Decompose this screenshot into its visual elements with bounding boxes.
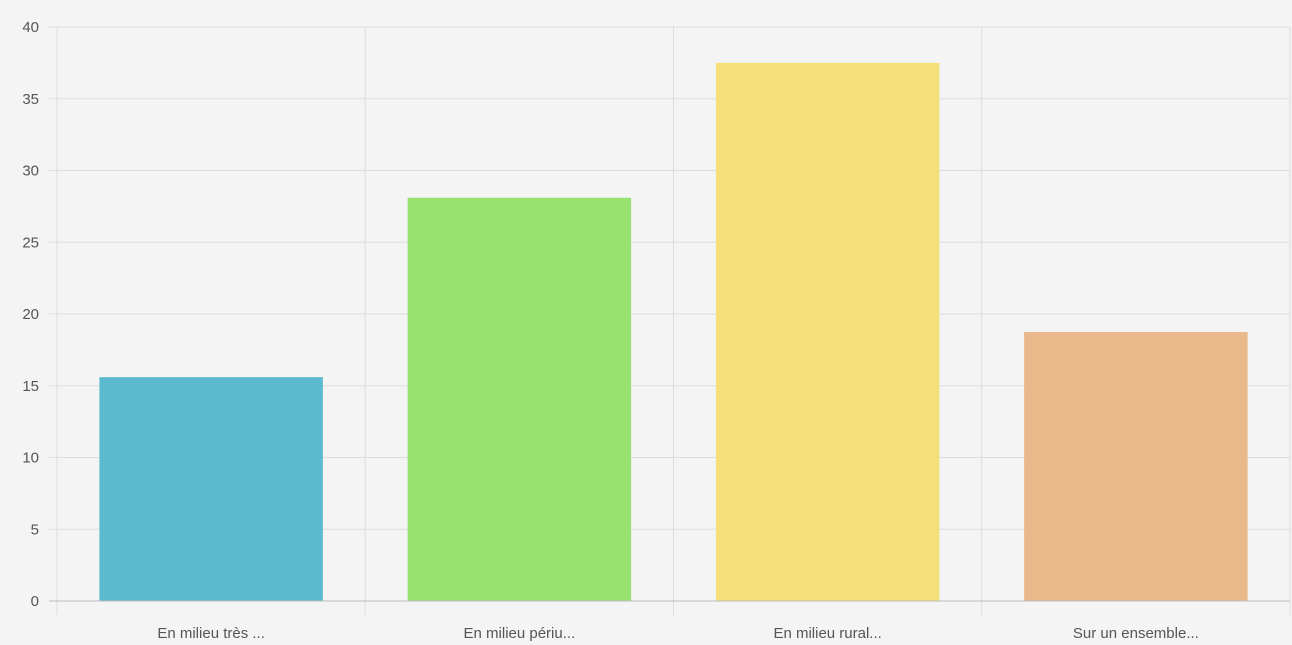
y-tick-label: 40 [22, 19, 39, 36]
y-tick-label: 0 [31, 593, 39, 610]
y-tick-label: 30 [22, 163, 39, 180]
bar [99, 377, 323, 601]
y-tick-labels: 0 5 10 15 20 25 30 35 40 [22, 19, 39, 610]
bar [715, 62, 940, 601]
y-tick-label: 15 [22, 378, 39, 395]
y-tick-label: 20 [22, 306, 39, 323]
x-tick-label: Sur un ensemble... [1073, 625, 1199, 642]
y-tick-label: 5 [31, 521, 39, 538]
bar [407, 197, 632, 601]
x-tick-labels: En milieu très ... En milieu périu... En m… [157, 625, 1198, 642]
bar [1024, 331, 1248, 601]
y-tick-label: 25 [22, 234, 39, 251]
bars [99, 62, 1248, 601]
x-tick-label: En milieu périu... [464, 625, 576, 642]
y-tick-label: 35 [22, 91, 39, 108]
x-tick-label: En milieu très ... [157, 625, 265, 642]
y-tick-label: 10 [22, 450, 39, 467]
x-tick-label: En milieu rural... [773, 625, 881, 642]
